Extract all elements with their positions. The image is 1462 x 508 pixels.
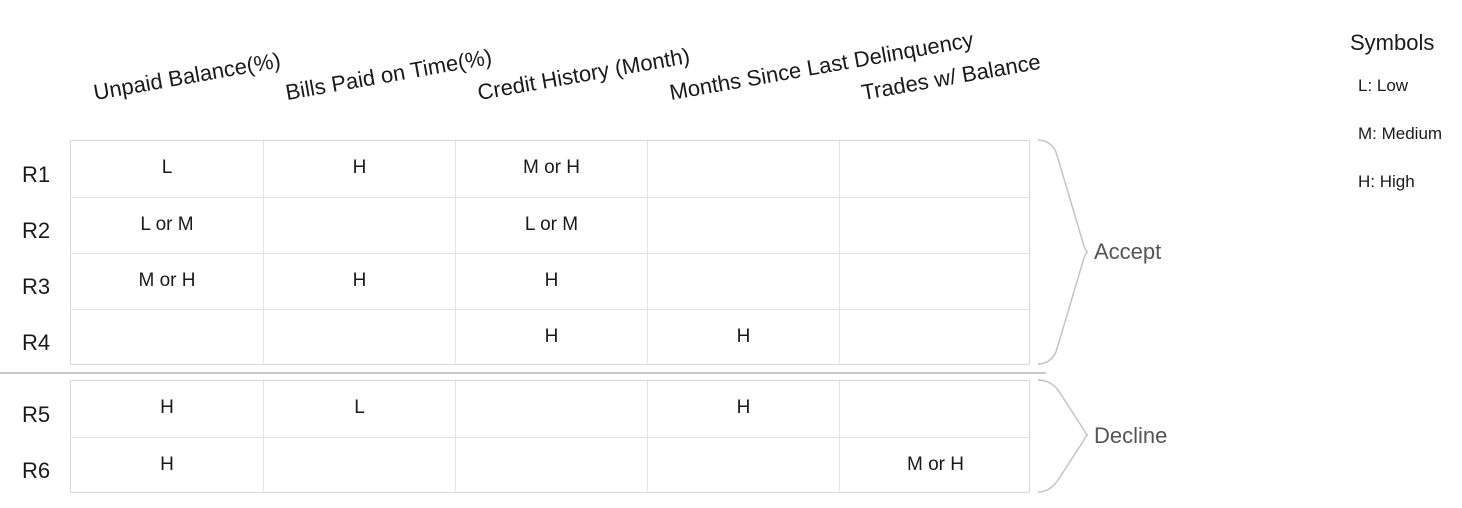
legend-item-medium: M: Medium [1358,124,1443,143]
table-cell [839,254,1031,309]
group-divider [0,372,1046,374]
column-header-unpaid-balance: Unpaid Balance(%) [91,47,283,106]
table-cell: H [647,310,839,365]
table-cell: H [160,397,174,418]
accept-rules-table: L H M or H L or M L or M M or H H H H H [70,140,1030,365]
table-cell [455,381,647,437]
table-cell: L or M [140,214,194,235]
table-cell: M or H [455,141,647,197]
table-row: L H M or H [71,141,1029,197]
accept-label: Accept [1094,239,1162,264]
legend-item-low: L: Low [1358,76,1409,95]
table-row: L or M L or M [71,197,1029,253]
decline-label: Decline [1094,423,1168,448]
table-row: M or H H H [71,253,1029,309]
table-cell [647,141,839,197]
table-cell [71,310,263,365]
table-cell: L [161,157,173,178]
table-cell [263,198,455,253]
row-label-r1: R1 [22,162,51,187]
accept-brace-icon [1037,139,1089,365]
table-cell [839,381,1031,437]
table-row: H H [71,309,1029,365]
row-label-r2: R2 [22,218,51,243]
decline-brace-icon [1037,379,1089,493]
table-cell: L [263,381,455,437]
table-cell [839,198,1031,253]
table-cell: H [263,254,455,309]
table-cell [839,310,1031,365]
column-header-bills-paid: Bills Paid on Time(%) [283,44,494,106]
row-label-r4: R4 [22,330,51,355]
table-cell: L or M [455,198,647,253]
table-cell [263,438,455,493]
legend-title: Symbols [1350,30,1435,55]
table-row: H M or H [71,437,1029,493]
table-cell: H [455,254,647,309]
decline-rules-table: H L H H M or H [70,380,1030,493]
table-cell [455,438,647,493]
table-cell [263,310,455,365]
table-cell: H [455,310,647,365]
table-cell [647,254,839,309]
table-row: H L H [71,381,1029,437]
table-cell: H [263,141,455,197]
column-header-credit-history: Credit History (Month) [475,43,692,106]
table-cell [647,198,839,253]
row-label-r6: R6 [22,458,51,483]
row-label-r5: R5 [22,402,51,427]
table-cell [647,438,839,493]
row-label-r3: R3 [22,274,51,299]
table-cell: M or H [839,438,1031,493]
table-cell [839,141,1031,197]
table-cell: H [160,454,174,475]
legend-item-high: H: High [1358,172,1415,191]
table-cell: M or H [138,270,196,291]
table-cell: H [647,381,839,437]
